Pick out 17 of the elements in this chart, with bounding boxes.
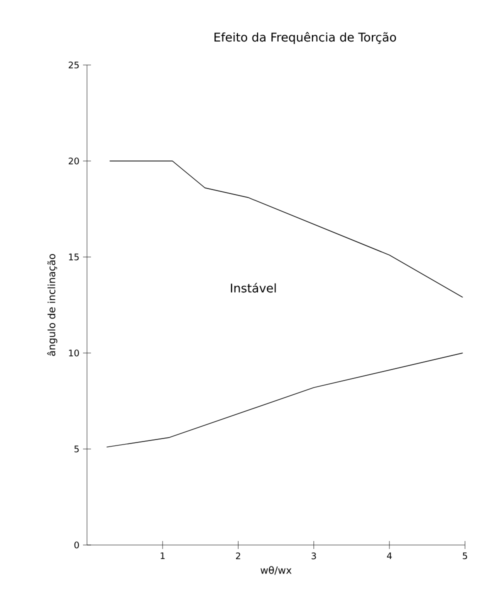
y-tick-label: 5 <box>74 446 79 452</box>
x-tick-label: 4 <box>386 552 392 560</box>
y-tick-label: 10 <box>69 350 79 356</box>
y-tick-label: 15 <box>69 254 79 260</box>
x-tick-label: 3 <box>312 552 316 560</box>
x-tick-label: 2 <box>236 552 240 560</box>
x-tick-label: 1 <box>160 552 165 560</box>
y-axis-title: ângulo de inclinação <box>47 254 58 356</box>
x-tick-label: 5 <box>462 552 468 560</box>
annotation: Instável <box>230 282 276 293</box>
line-series <box>106 352 464 448</box>
line-series <box>109 160 464 298</box>
y-tick-label: 0 <box>74 542 79 548</box>
y-tick-label: 20 <box>68 158 79 164</box>
y-tick-label: 25 <box>68 62 79 68</box>
x-axis-title: wθ/wx <box>260 566 292 575</box>
chart-title: Efeito da Frequência de Torção <box>214 32 396 44</box>
